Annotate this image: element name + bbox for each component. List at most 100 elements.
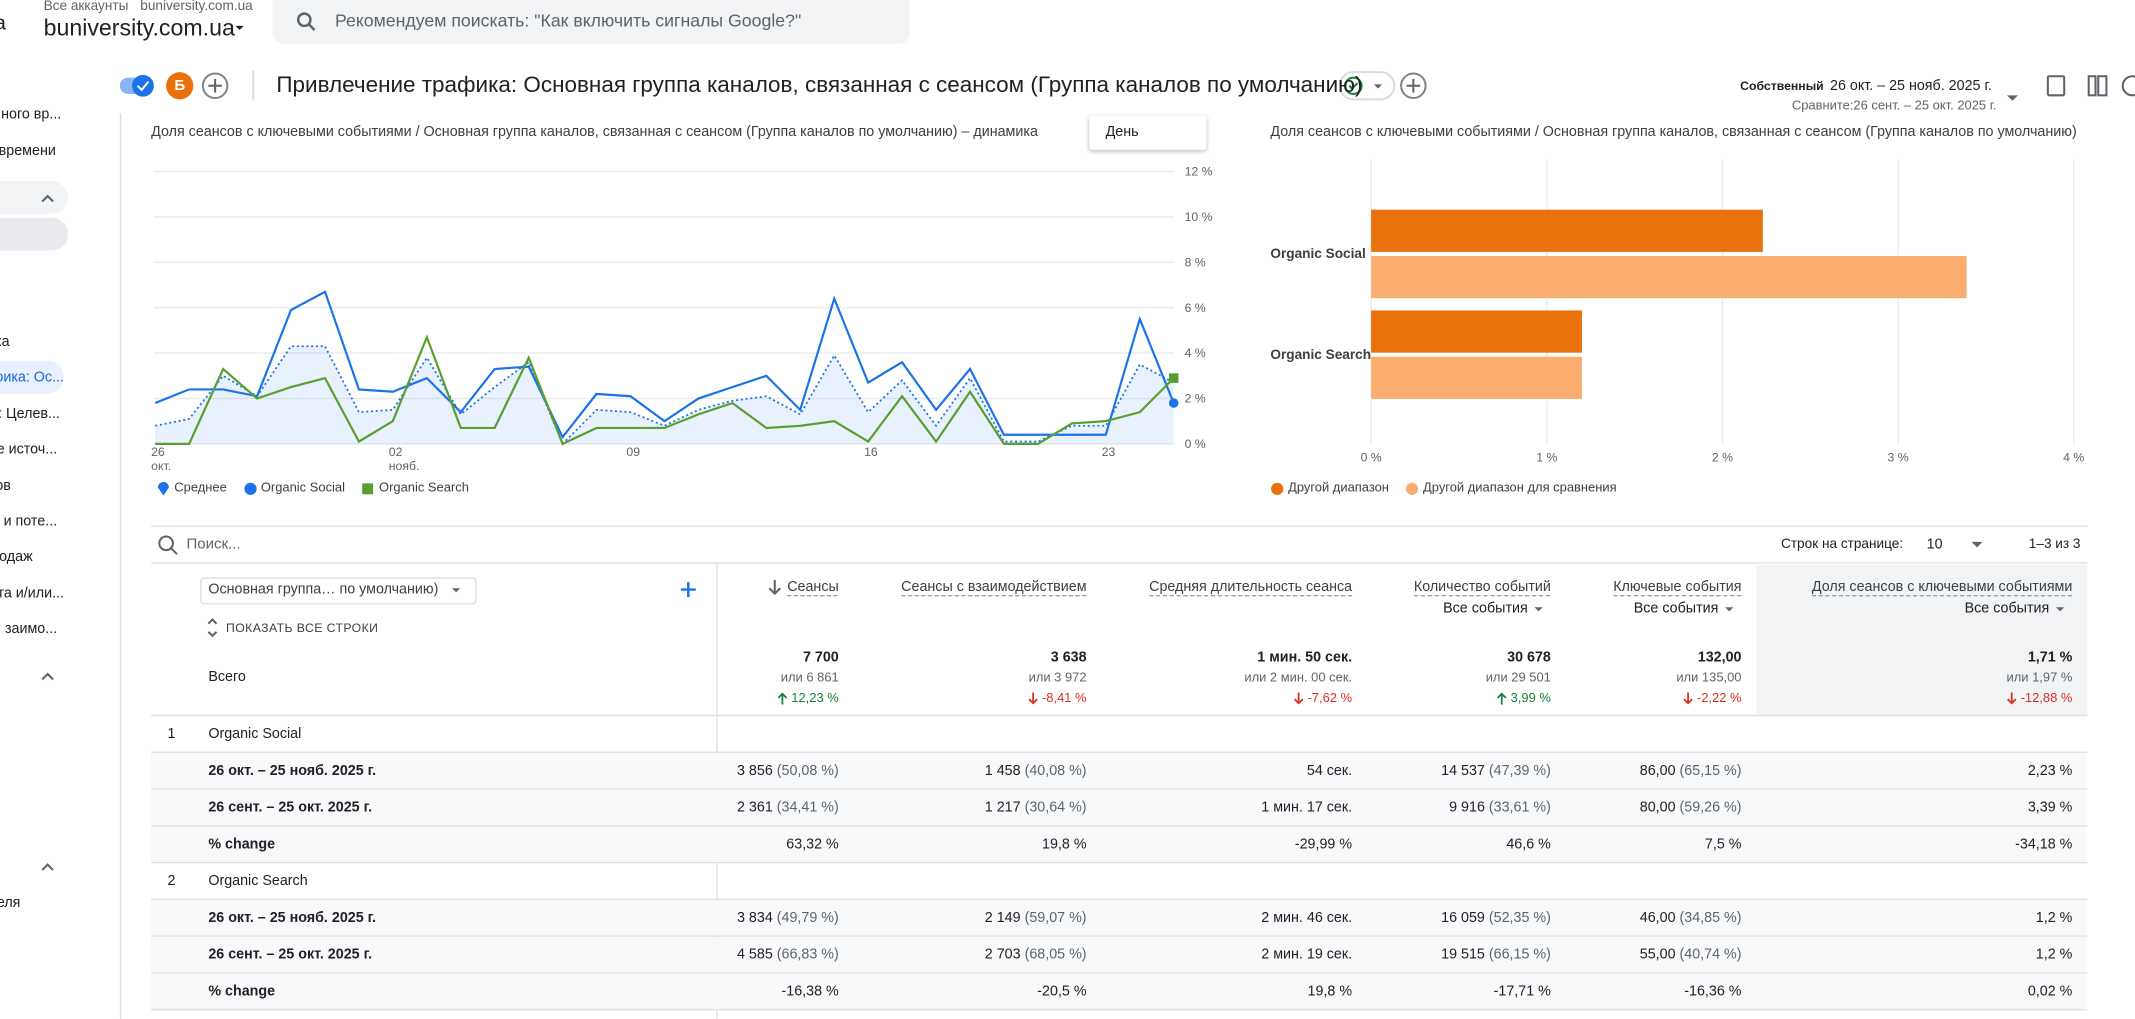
table-cell: 2 361 (34,41 %) — [737, 799, 839, 815]
table-search[interactable]: Поиск... — [186, 536, 241, 553]
total-value: 132,00 — [1697, 649, 1742, 666]
cell-share: (34,85 %) — [1679, 908, 1742, 926]
rows-per-page[interactable]: 10 — [1926, 536, 1943, 553]
change-arrow — [1497, 692, 1507, 705]
metric-filter[interactable]: Все события — [1964, 600, 2050, 617]
legend-label: Другой диапазон — [1288, 480, 1389, 496]
account-name[interactable]: buniversity.com.ua — [43, 14, 235, 41]
row-border — [151, 1008, 2088, 1011]
cell-share: (40,08 %) — [1024, 761, 1087, 779]
interval-dropdown[interactable] — [1089, 115, 1207, 150]
interval-value[interactable]: День — [1105, 123, 1139, 141]
bar — [1371, 255, 1967, 299]
cell-value: 1 217 — [984, 798, 1021, 815]
breadcrumb[interactable]: Все аккаунты — [43, 0, 129, 15]
total-compare: или 3 972 — [1028, 670, 1087, 686]
metric-filter[interactable]: Все события — [1443, 600, 1528, 617]
table-cell: 80,00 (59,26 %) — [1640, 799, 1742, 815]
legend-label: Среднее — [174, 480, 227, 496]
sidebar-item[interactable]: времени — [0, 142, 56, 160]
row-label: % change — [208, 835, 276, 852]
sidebar-item[interactable]: заимо... — [4, 620, 58, 638]
avatar-bg[interactable] — [166, 72, 194, 100]
row-bg — [151, 936, 2088, 973]
legend-item[interactable]: Другой диапазон для сравнения — [1405, 481, 1617, 496]
cell-value: 3,39 % — [2027, 798, 2073, 815]
row-border — [151, 935, 2088, 937]
legend-item[interactable]: Organic Search — [361, 481, 469, 496]
cell-value: 4 585 — [736, 945, 773, 962]
cell-share: (52,35 %) — [1488, 908, 1551, 926]
total-change: 3,99 % — [1497, 691, 1551, 706]
y-tick-label: 10 % — [1185, 210, 1213, 224]
cell-value: 1 458 — [984, 761, 1021, 779]
cell-value: 19,8 % — [1307, 982, 1353, 999]
legend-item[interactable]: Другой диапазон — [1270, 481, 1389, 496]
column-header[interactable]: Сеансы — [787, 578, 839, 596]
change-value: -2,22 % — [1696, 691, 1742, 706]
column-header[interactable]: Сеансы с взаимодействием — [901, 578, 1087, 596]
table-cell: 2 149 (59,07 %) — [985, 909, 1087, 925]
sidebar-item[interactable]: е источ... — [0, 441, 58, 458]
sidebar-item[interactable]: рика: Ос... — [0, 368, 64, 386]
cell-value: 1,2 % — [2035, 945, 2073, 962]
row-border — [151, 751, 2088, 753]
column-header[interactable]: Количество событий — [1413, 578, 1551, 596]
legend-item[interactable]: Organic Social — [243, 481, 345, 496]
sidebar-item[interactable]: и поте... — [3, 513, 58, 530]
chart-title: Доля сеансов с ключевыми событиями / Осн… — [151, 123, 1038, 141]
filter-caret — [1725, 607, 1734, 612]
sidebar-group[interactable] — [0, 217, 69, 251]
total-change: -12,88 % — [2007, 691, 2072, 706]
total-value: 30 678 — [1507, 649, 1551, 666]
sidebar-item[interactable]: : Целев... — [0, 405, 60, 423]
legend: Другой диапазон Другой диапазон для сравн… — [1270, 481, 1617, 496]
breadcrumb[interactable]: buniversity.com.ua — [140, 0, 253, 15]
group-name[interactable]: Organic Search — [208, 872, 308, 889]
column-header[interactable]: Доля сеансов с ключевыми событиями — [1811, 578, 2073, 596]
end-marker — [1168, 373, 1179, 383]
legend-item[interactable]: Среднее — [157, 481, 227, 496]
cell-value: 2 мин. 19 сек. — [1261, 945, 1353, 962]
sidebar-item[interactable]: та и/или... — [0, 585, 64, 602]
cell-share: (47,39 %) — [1488, 761, 1551, 779]
sidebar-item[interactable]: ов — [0, 477, 11, 495]
sidebar-item[interactable]: одаж — [0, 548, 33, 566]
show-all-rows[interactable]: ПОКАЗАТЬ ВСЕ СТРОКИ — [226, 620, 379, 635]
column-header[interactable]: Ключевые события — [1613, 578, 1742, 596]
row-label: 26 окт. – 25 нояб. 2025 г. — [208, 761, 377, 779]
search-box[interactable] — [272, 0, 910, 44]
search-placeholder[interactable]: Рекомендуем поискать: "Как включить сигн… — [334, 10, 802, 31]
date-range[interactable]: 26 окт. – 25 нояб. 2025 г. — [1830, 77, 1992, 94]
search-icon — [296, 12, 316, 31]
chart-title: Доля сеансов с ключевыми событиями / Осн… — [1270, 123, 2077, 141]
total-change: -8,41 % — [1028, 691, 1087, 706]
dimension-select[interactable] — [200, 577, 477, 605]
total-value: 1 мин. 50 сек. — [1257, 649, 1353, 666]
cell-value: -20,5 % — [1037, 982, 1087, 999]
x-tick-label: 4 % — [2063, 451, 2084, 465]
metric-filter[interactable]: Все события — [1633, 600, 1719, 617]
x-tick-label: 0 % — [1361, 451, 1382, 465]
total-label: Всего — [208, 668, 246, 685]
dimension-select[interactable]: Основная группа… по умолчанию) — [208, 581, 439, 598]
cell-value: 46,6 % — [1506, 835, 1551, 852]
change-arrow — [2007, 692, 2017, 705]
cell-value: 7,5 % — [1704, 835, 1742, 852]
sidebar-item[interactable]: ного вр... — [1, 106, 62, 123]
avatar[interactable]: Б — [174, 77, 186, 94]
row-bg — [151, 752, 2088, 789]
total-compare: или 1,97 % — [2006, 670, 2073, 686]
category-label: Organic Social — [1270, 247, 1366, 263]
sidebar-group[interactable] — [0, 181, 69, 214]
y-tick-label: 12 % — [1185, 165, 1213, 179]
cell-value: 80,00 — [1639, 798, 1676, 815]
cell-value: -34,18 % — [2015, 835, 2073, 852]
group-name[interactable]: Organic Social — [208, 725, 302, 742]
sidebar-item[interactable]: еля — [0, 894, 21, 911]
sidebar-item[interactable]: ка — [0, 333, 10, 350]
column-header[interactable]: Средняя длительность сеанса — [1149, 578, 1353, 596]
row-label: 26 сент. – 25 окт. 2025 г. — [208, 945, 373, 962]
cell-value: 14 537 — [1441, 761, 1485, 779]
cell-value: 1 мин. 17 сек. — [1261, 798, 1353, 815]
